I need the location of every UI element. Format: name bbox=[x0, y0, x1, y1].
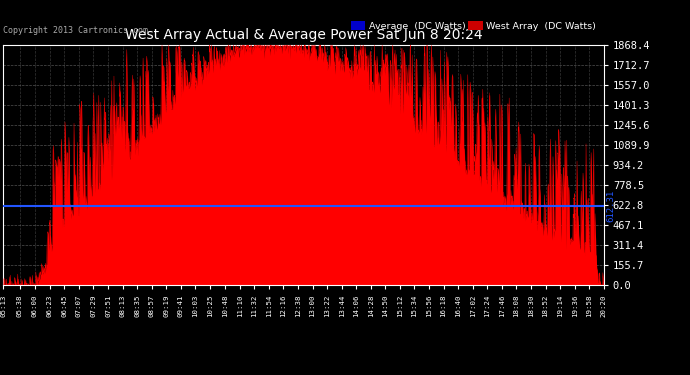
Legend: Average  (DC Watts), West Array  (DC Watts): Average (DC Watts), West Array (DC Watts… bbox=[348, 18, 599, 34]
Text: 612.31: 612.31 bbox=[607, 190, 615, 222]
Text: Copyright 2013 Cartronics.com: Copyright 2013 Cartronics.com bbox=[3, 26, 148, 35]
Title: West Array Actual & Average Power Sat Jun 8 20:24: West Array Actual & Average Power Sat Ju… bbox=[125, 28, 482, 42]
